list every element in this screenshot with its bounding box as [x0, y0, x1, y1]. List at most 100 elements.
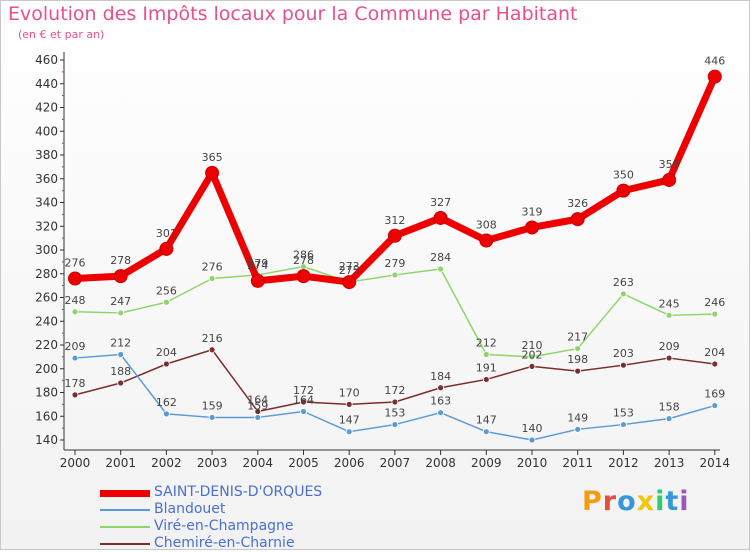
logo-letter: x [636, 486, 656, 517]
logo-letter: t [665, 486, 680, 517]
data-label: 209 [65, 340, 86, 353]
data-point [528, 436, 536, 444]
data-label: 140 [522, 422, 543, 435]
data-point [616, 183, 631, 198]
data-label: 149 [567, 411, 588, 424]
legend-label: Blandouet [154, 501, 226, 517]
chart-title: Evolution des Impôts locaux pour la Comm… [8, 3, 578, 25]
legend-swatch [100, 526, 150, 528]
data-point [162, 360, 170, 368]
logo-letter: i [655, 486, 666, 517]
y-tick-label: 340 [35, 196, 58, 210]
data-label: 275 [339, 264, 360, 277]
data-label: 188 [110, 365, 131, 378]
y-tick-label: 360 [35, 172, 58, 186]
y-tick-label: 200 [35, 362, 58, 376]
data-point [479, 233, 494, 248]
data-point [482, 428, 490, 436]
data-label: 153 [384, 407, 405, 420]
data-point [71, 391, 79, 399]
data-label: 276 [202, 261, 223, 274]
data-point [620, 421, 627, 428]
x-tick-label: 2011 [562, 456, 593, 470]
data-point [117, 379, 125, 387]
data-point [665, 415, 673, 423]
y-tick-label: 420 [35, 101, 58, 115]
x-tick-label: 2000 [60, 456, 91, 470]
data-point [391, 421, 399, 428]
data-label: 263 [613, 276, 634, 289]
data-point [254, 414, 262, 421]
data-label: 191 [476, 361, 497, 374]
x-tick-label: 2007 [380, 456, 411, 470]
data-label: 279 [247, 257, 268, 270]
x-tick-label: 2013 [654, 456, 685, 470]
data-label: 326 [567, 197, 588, 210]
logo-letter: r [602, 486, 618, 517]
x-tick-label: 2008 [425, 456, 456, 470]
data-point [620, 361, 627, 369]
logo-letter: o [617, 486, 637, 517]
legend-swatch [100, 509, 150, 511]
x-tick-label: 2014 [700, 456, 731, 470]
data-label: 147 [476, 414, 497, 427]
data-point [570, 212, 585, 227]
legend-label: Viré-en-Champagne [154, 518, 294, 534]
data-point [208, 414, 216, 421]
data-point [711, 310, 719, 318]
x-tick-label: 2012 [608, 456, 639, 470]
data-point [113, 269, 128, 284]
data-point [71, 354, 79, 362]
data-label: 212 [476, 337, 497, 350]
data-label: 327 [430, 196, 451, 209]
y-tick-label: 140 [35, 433, 58, 447]
data-label: 301 [156, 227, 177, 240]
data-point [345, 400, 353, 408]
data-label: 278 [293, 254, 314, 267]
data-point [620, 290, 627, 298]
data-label: 216 [202, 332, 223, 345]
data-label: 163 [430, 395, 451, 408]
y-tick-label: 320 [35, 219, 58, 233]
data-point [208, 275, 216, 282]
data-label: 312 [384, 214, 405, 227]
data-point [342, 275, 357, 290]
data-label: 153 [613, 407, 634, 420]
data-point [437, 265, 445, 273]
data-label: 273 [339, 260, 360, 273]
y-tick-label: 180 [35, 386, 58, 400]
y-tick-label: 220 [35, 338, 58, 352]
data-label: 147 [339, 414, 360, 427]
data-point [482, 351, 490, 358]
y-tick-label: 240 [35, 314, 58, 328]
data-label: 203 [613, 347, 634, 360]
data-label: 319 [522, 205, 543, 218]
data-point [159, 241, 174, 256]
data-point [707, 69, 722, 84]
data-point [574, 367, 582, 375]
data-point [117, 309, 125, 317]
data-point [433, 210, 448, 225]
data-label: 446 [704, 55, 725, 68]
y-tick-label: 300 [35, 243, 58, 257]
data-point [68, 271, 82, 286]
data-label: 286 [293, 249, 314, 262]
data-point [665, 311, 673, 319]
proxiti-logo: Proxiti [582, 486, 690, 517]
data-label: 350 [613, 169, 634, 182]
x-tick-label: 2004 [243, 456, 274, 470]
data-point [662, 172, 677, 187]
data-point [205, 165, 220, 180]
data-label: 276 [65, 257, 86, 270]
legend-swatch [100, 543, 150, 545]
y-tick-label: 280 [35, 267, 58, 281]
data-point [711, 360, 719, 368]
x-tick-label: 2003 [197, 456, 228, 470]
data-label: 247 [110, 295, 131, 308]
data-point [665, 354, 673, 362]
data-label: 212 [110, 337, 131, 350]
logo-letter: P [582, 486, 603, 517]
y-tick-label: 380 [35, 148, 58, 162]
y-tick-label: 260 [35, 291, 58, 305]
data-label: 164 [247, 394, 268, 407]
